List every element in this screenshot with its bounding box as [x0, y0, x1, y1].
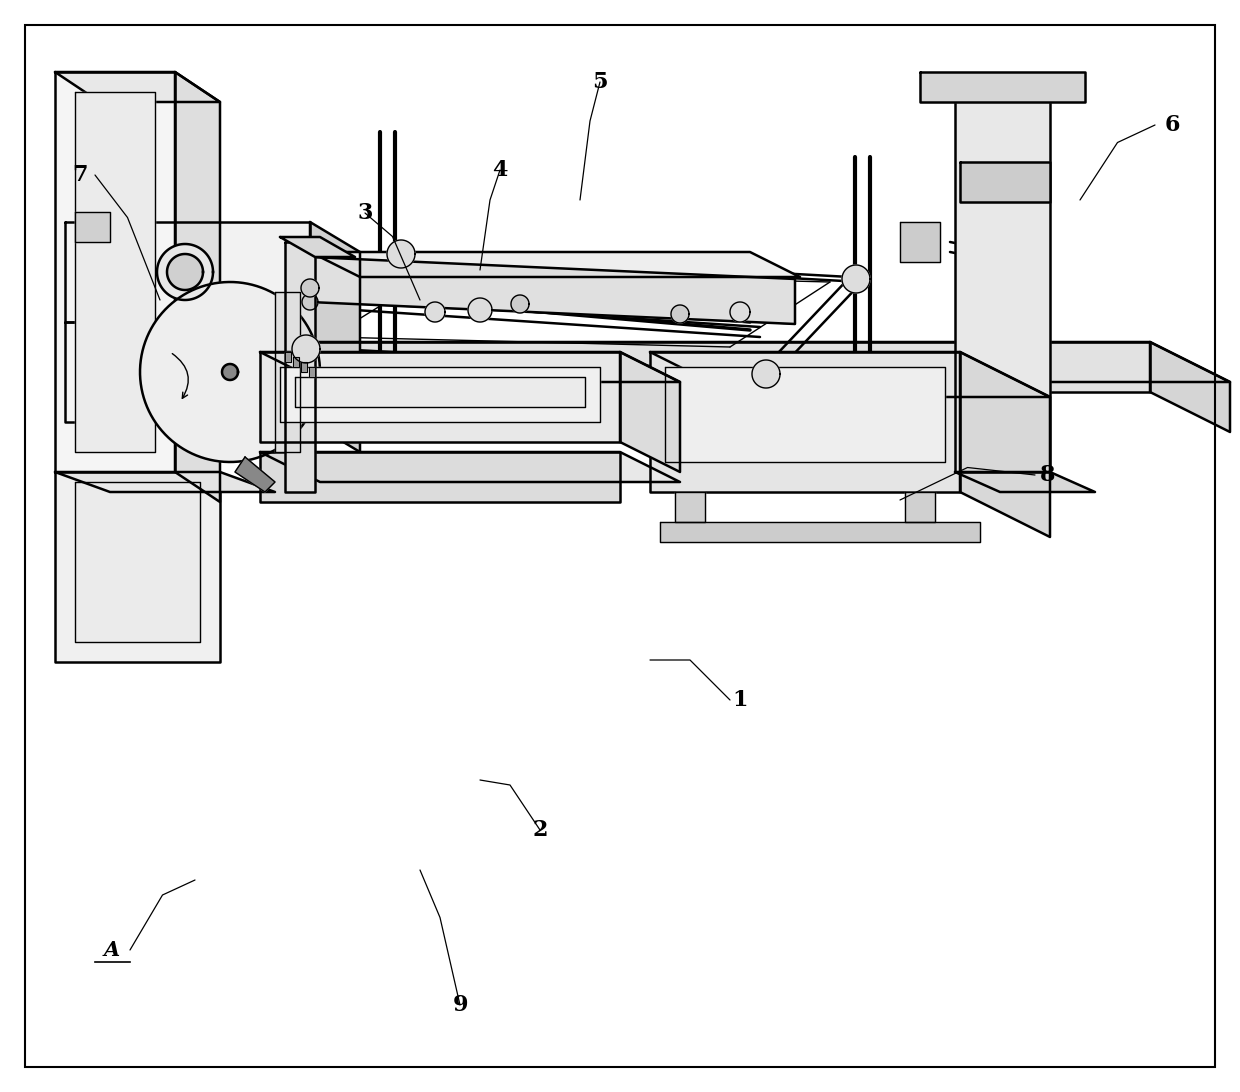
Polygon shape	[74, 482, 200, 642]
Text: 2: 2	[532, 819, 548, 841]
Polygon shape	[620, 352, 680, 472]
Polygon shape	[1149, 342, 1230, 432]
Polygon shape	[280, 237, 355, 257]
Polygon shape	[467, 298, 492, 322]
Polygon shape	[285, 242, 315, 492]
Text: 4: 4	[492, 159, 507, 181]
Polygon shape	[293, 357, 299, 367]
Polygon shape	[310, 222, 360, 452]
Polygon shape	[842, 265, 870, 293]
Polygon shape	[309, 367, 315, 377]
Polygon shape	[751, 360, 780, 388]
Polygon shape	[425, 302, 445, 322]
Polygon shape	[260, 452, 620, 502]
Polygon shape	[960, 352, 1050, 537]
Text: A: A	[104, 940, 120, 960]
Polygon shape	[675, 492, 706, 522]
Polygon shape	[387, 240, 415, 268]
Polygon shape	[511, 295, 529, 313]
Polygon shape	[260, 352, 680, 382]
Polygon shape	[310, 252, 800, 277]
Polygon shape	[295, 377, 585, 407]
Polygon shape	[167, 254, 203, 290]
Text: 9: 9	[453, 994, 467, 1016]
Polygon shape	[236, 456, 275, 492]
Polygon shape	[260, 452, 680, 482]
Polygon shape	[222, 364, 238, 380]
Polygon shape	[55, 72, 219, 102]
Polygon shape	[955, 82, 1050, 472]
Text: 7: 7	[72, 164, 88, 186]
Polygon shape	[303, 294, 317, 310]
Polygon shape	[665, 367, 945, 462]
Polygon shape	[660, 522, 980, 542]
Polygon shape	[140, 282, 320, 462]
Polygon shape	[55, 472, 219, 662]
Polygon shape	[301, 363, 308, 372]
Text: 3: 3	[357, 202, 373, 224]
Polygon shape	[55, 72, 175, 472]
Text: 1: 1	[733, 689, 748, 711]
Polygon shape	[905, 492, 935, 522]
Polygon shape	[74, 212, 110, 242]
Polygon shape	[64, 222, 310, 322]
Polygon shape	[64, 322, 310, 422]
Polygon shape	[671, 305, 689, 323]
Polygon shape	[650, 352, 960, 492]
Polygon shape	[285, 352, 291, 363]
Polygon shape	[275, 292, 300, 452]
Text: 8: 8	[1040, 464, 1055, 486]
Polygon shape	[955, 472, 1095, 492]
Text: 6: 6	[1164, 114, 1179, 136]
Polygon shape	[291, 335, 320, 363]
Polygon shape	[157, 244, 213, 300]
Polygon shape	[650, 352, 1050, 397]
Polygon shape	[175, 342, 1230, 382]
Polygon shape	[730, 302, 750, 322]
Polygon shape	[310, 257, 795, 324]
Polygon shape	[74, 92, 155, 452]
Polygon shape	[920, 72, 1085, 102]
Polygon shape	[960, 162, 1050, 202]
Polygon shape	[280, 367, 600, 422]
Polygon shape	[900, 222, 940, 262]
Text: 5: 5	[593, 71, 608, 93]
Polygon shape	[260, 352, 620, 442]
Polygon shape	[175, 342, 1149, 392]
Polygon shape	[55, 472, 275, 492]
Polygon shape	[301, 278, 319, 297]
Polygon shape	[175, 72, 219, 502]
